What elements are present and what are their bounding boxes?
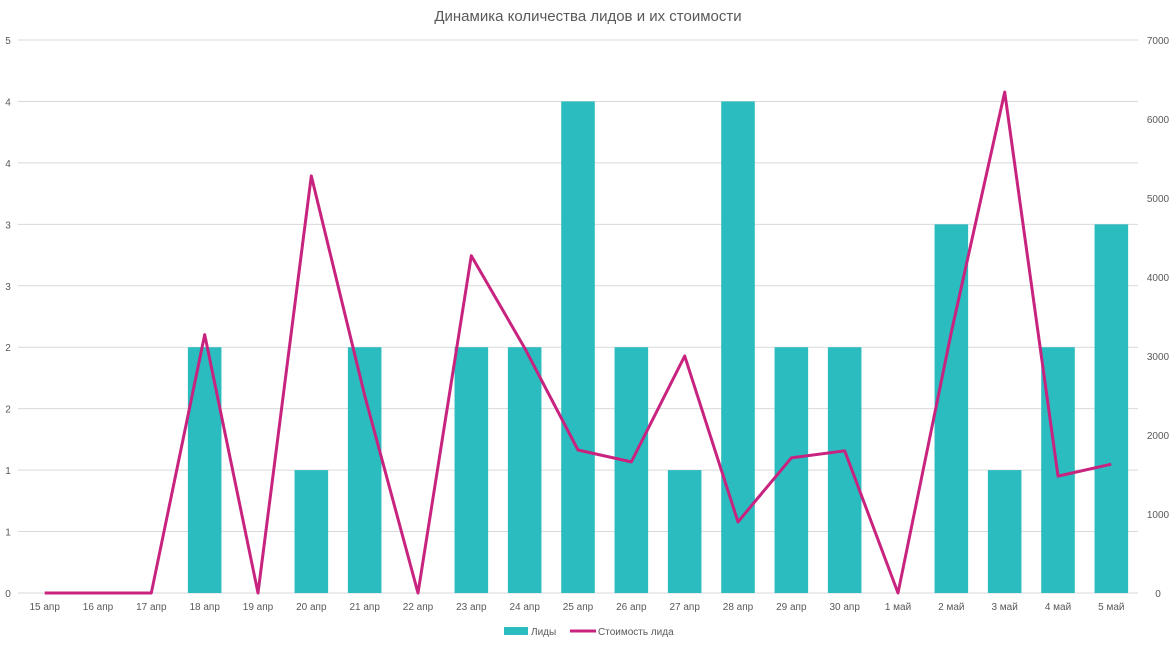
x-tick-label: 21 апр [349,602,380,613]
left-tick-label: 0 [5,589,11,600]
legend: Лиды Стоимость лида [504,627,674,638]
right-tick-label: 7000 [1147,36,1170,47]
left-tick-label: 1 [5,528,11,539]
x-tick-label: 2 май [938,602,964,613]
left-tick-label: 4 [5,159,11,170]
right-tick-label: 1000 [1147,510,1170,521]
bar [827,347,862,593]
x-tick-label: 27 апр [669,602,700,613]
left-tick-label: 2 [5,343,11,354]
x-tick-label: 25 апр [563,602,594,613]
right-tick-label: 6000 [1147,115,1170,126]
x-tick-label: 22 апр [403,602,434,613]
legend-label-line: Стоимость лида [598,627,674,638]
cost-line [44,90,1112,595]
x-tick-label: 16 апр [83,602,114,613]
left-tick-label: 4 [5,97,11,108]
line-series [44,90,1112,595]
x-tick-label: 26 апр [616,602,647,613]
bar [347,347,382,593]
bar [294,470,329,593]
legend-swatch-bars [504,627,528,635]
left-tick-label: 1 [5,466,11,477]
right-tick-label: 0 [1155,589,1161,600]
x-tick-label: 23 апр [456,602,487,613]
legend-label-bars: Лиды [531,627,556,638]
x-tick-label: 18 апр [189,602,220,613]
right-tick-label: 5000 [1147,194,1170,205]
bar [561,101,595,593]
right-tick-label: 3000 [1147,352,1170,363]
bar [187,347,222,593]
x-tick-label: 20 апр [296,602,327,613]
x-tick-label: 17 апр [136,602,167,613]
x-tick-label: 24 апр [509,602,540,613]
x-tick-label: 1 май [885,602,911,613]
bar [454,347,489,593]
right-tick-label: 4000 [1147,273,1170,284]
x-tick-label: 4 май [1045,602,1071,613]
x-tick-label: 19 апр [243,602,274,613]
x-tick-label: 15 апр [29,602,60,613]
left-tick-label: 5 [5,36,11,47]
x-tick-label: 30 апр [829,602,860,613]
left-tick-label: 3 [5,220,11,231]
right-tick-label: 2000 [1147,431,1170,442]
left-axis: 0 1 1 2 2 3 3 4 4 5 [5,36,11,600]
bar [667,470,702,593]
x-tick-label: 28 апр [723,602,754,613]
bar [1094,224,1129,594]
x-tick-label: 29 апр [776,602,807,613]
left-tick-label: 3 [5,282,11,293]
bar [614,347,649,593]
right-axis: 0 1000 2000 3000 4000 5000 6000 7000 [1147,36,1170,600]
bar [987,470,1022,593]
bar [721,101,755,593]
x-axis: 15 апр 16 апр 17 апр 18 апр 19 апр 20 апр 21 а… [29,602,1124,613]
x-tick-label: 5 май [1098,602,1124,613]
bar [507,347,542,593]
x-tick-label: 3 май [991,602,1017,613]
chart-title: Динамика количества лидов и их стоимости [434,8,741,25]
left-tick-label: 2 [5,405,11,416]
